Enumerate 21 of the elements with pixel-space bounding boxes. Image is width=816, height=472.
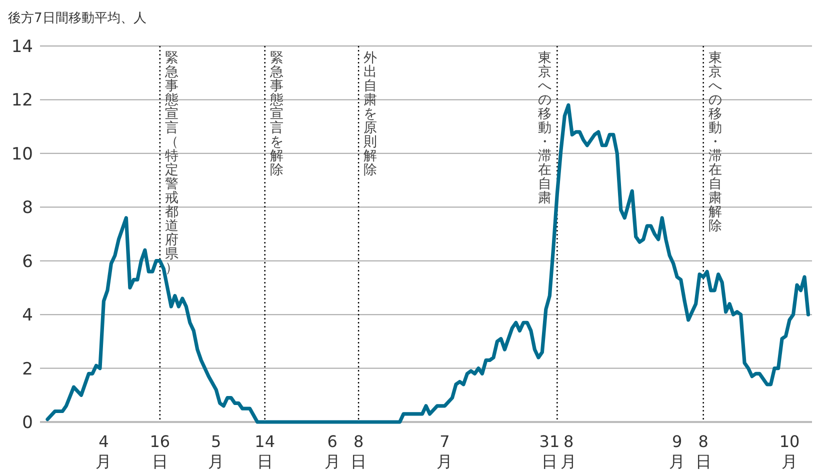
- x-tick-label: 8日: [695, 432, 712, 471]
- y-tick-label: 10: [11, 144, 33, 164]
- y-tick-label: 6: [22, 252, 33, 272]
- y-tick-label: 0: [22, 413, 33, 433]
- x-tick-label: 5月: [208, 432, 224, 471]
- x-tick-label: 8日: [350, 432, 367, 471]
- x-tick-label: 16日: [150, 432, 170, 471]
- x-tick-label: 6月: [324, 432, 340, 471]
- x-tick-label: 14日: [254, 432, 276, 471]
- y-tick-label: 8: [22, 198, 33, 218]
- x-tick-label: 4月: [96, 432, 112, 471]
- x-tick-label: 8月: [560, 432, 577, 471]
- y-tick-label: 4: [22, 306, 33, 326]
- x-tick-label: 9月: [669, 432, 686, 471]
- y-tick-label: 2: [22, 359, 33, 380]
- x-tick-label: 31日: [539, 432, 560, 471]
- x-tick-label: 10月: [779, 432, 800, 471]
- y-tick-label: 12: [11, 90, 33, 111]
- x-tick-label: 7月: [436, 432, 453, 471]
- y-axis-title: 後方7日間移動平均、人: [8, 10, 146, 26]
- y-tick-label: 14: [11, 37, 33, 57]
